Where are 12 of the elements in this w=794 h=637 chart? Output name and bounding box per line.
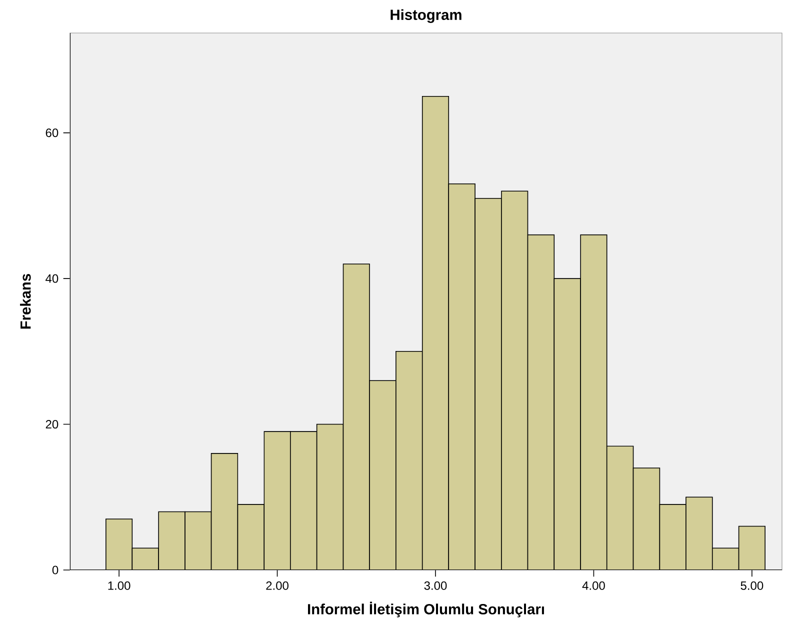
y-tick-label: 60	[46, 128, 58, 138]
x-tick-label: 4.00	[582, 581, 605, 590]
x-tick-label: 3.00	[424, 581, 447, 590]
y-tick-label: 0	[52, 566, 58, 574]
y-axis-title: Frekans	[20, 274, 31, 329]
x-tick-label: 1.00	[108, 581, 130, 590]
y-tick-label: 20	[46, 420, 58, 429]
x-tick-label: 2.00	[266, 581, 288, 590]
chart-title: Histogram	[390, 9, 462, 23]
x-axis-title: Informel İletişim Olumlu Sonuçları	[308, 602, 544, 618]
y-tick-label: 40	[46, 274, 58, 283]
x-tick-label: 5.00	[740, 581, 764, 590]
